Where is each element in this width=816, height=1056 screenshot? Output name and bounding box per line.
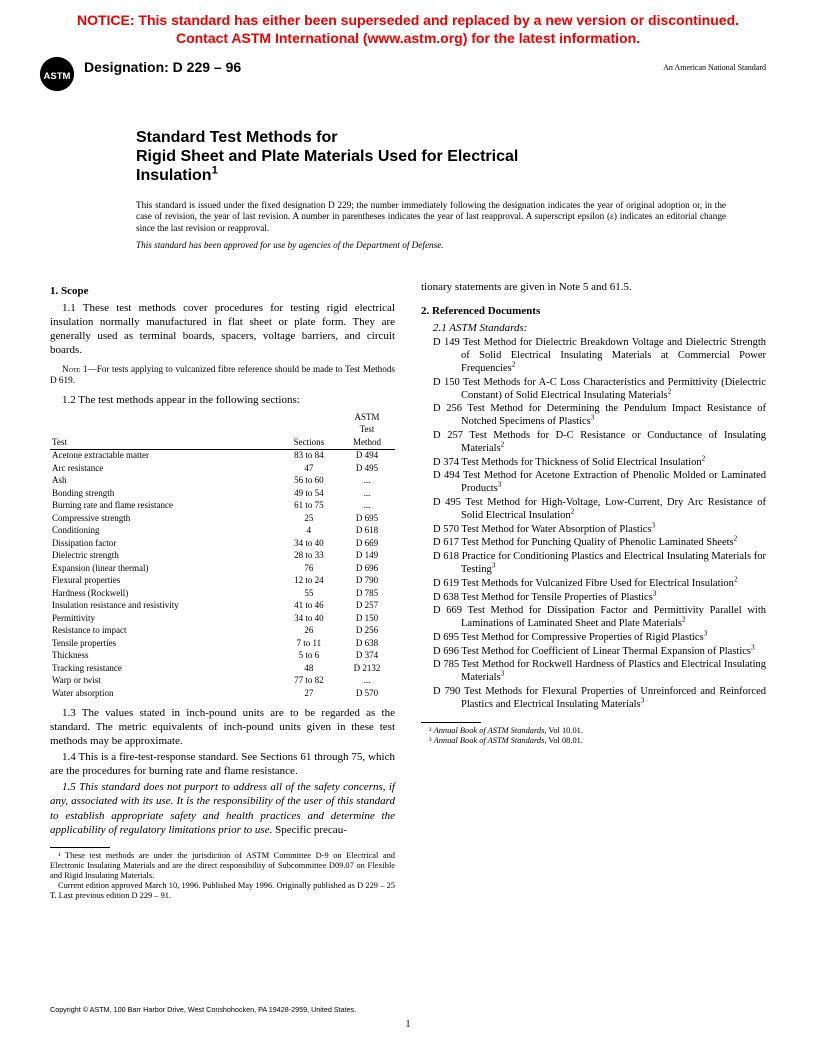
th-test: Test <box>50 411 279 449</box>
scope-1-5: 1.5 This standard does not purport to ad… <box>50 780 395 836</box>
ref-item: D 618 Practice for Conditioning Plastics… <box>421 551 766 577</box>
fn3-ital: Annual Book of ASTM Standards <box>434 736 545 745</box>
ref-item: D 619 Test Methods for Vulcanized Fibre … <box>421 578 766 591</box>
th-m3: Method <box>339 436 395 449</box>
table-row: Insulation resistance and resistivity41 … <box>50 600 395 613</box>
title-block: Standard Test Methods for Rigid Sheet an… <box>136 129 726 250</box>
table-row: Compressive strength25D 695 <box>50 512 395 525</box>
table-row: Conditioning4D 618 <box>50 525 395 538</box>
table-row: Burning rate and flame resistance61 to 7… <box>50 500 395 513</box>
footnote-1b: Current edition approved March 10, 1996.… <box>50 881 395 901</box>
ref-item: D 256 Test Method for Determining the Pe… <box>421 403 766 429</box>
ref-item: D 257 Test Methods for D-C Resistance or… <box>421 430 766 456</box>
title-line1: Standard Test Methods for <box>136 129 338 146</box>
table-row: Dissipation factor34 to 40D 669 <box>50 537 395 550</box>
scope-heading: 1. Scope <box>50 284 395 298</box>
table-row: Bonding strength49 to 54... <box>50 487 395 500</box>
ref-item: D 638 Test Method for Tensile Properties… <box>421 592 766 605</box>
issue-note: This standard is issued under the fixed … <box>136 200 726 235</box>
table-row: Hardness (Rockwell)55D 785 <box>50 587 395 600</box>
dod-note: This standard has been approved for use … <box>136 240 726 250</box>
footnote-2: ² Annual Book of ASTM Standards, Vol 10.… <box>421 726 766 736</box>
footnote-rule-right <box>421 722 481 723</box>
right-column: tionary statements are given in Note 5 a… <box>421 278 766 901</box>
notice-banner: NOTICE: This standard has either been su… <box>0 0 816 53</box>
ref-item: D 617 Test Method for Punching Quality o… <box>421 537 766 550</box>
refs-list: D 149 Test Method for Dielectric Breakdo… <box>421 337 766 711</box>
title-sup: 1 <box>212 164 218 176</box>
title-line3: Insulation <box>136 167 212 184</box>
scope-1-1: 1.1 These test methods cover procedures … <box>50 301 395 357</box>
scope-1-5-tail: Specific precau- <box>272 824 347 836</box>
table-row: Water absorption27D 570 <box>50 687 395 700</box>
table-row: Thickness5 to 6D 374 <box>50 650 395 663</box>
astm-logo-icon: ASTM <box>38 55 76 93</box>
footnote-rule-left <box>50 847 110 848</box>
copyright: Copyright © ASTM, 100 Barr Harbor Drive,… <box>50 1005 356 1014</box>
scope-1-3: 1.3 The values stated in inch-pound unit… <box>50 706 395 748</box>
th-m1: ASTM <box>339 411 395 424</box>
note1-text: —For tests applying to vulcanized fibre … <box>50 364 395 386</box>
footnote-1: ¹ These test methods are under the juris… <box>50 851 395 881</box>
scope-1-4: 1.4 This is a fire-test-response standar… <box>50 750 395 778</box>
ref-item: D 374 Test Methods for Thickness of Soli… <box>421 457 766 470</box>
table-row: Ash56 to 60... <box>50 475 395 488</box>
table-row: Permittivity34 to 40D 150 <box>50 612 395 625</box>
note1-label: Note 1 <box>62 364 88 374</box>
ref-item: D 570 Test Method for Water Absorption o… <box>421 524 766 537</box>
header: ASTM Designation: D 229 – 96 An American… <box>0 53 816 93</box>
test-methods-table: Test Sections ASTM Test Method Acetone e… <box>50 411 395 700</box>
table-row: Arc resistance47D 495 <box>50 462 395 475</box>
th-sections: Sections <box>279 411 339 449</box>
ref-item: D 695 Test Method for Compressive Proper… <box>421 632 766 645</box>
table-row: Dielectric strength28 to 33D 149 <box>50 550 395 563</box>
table-row: Acetone extractable matter83 to 84D 494 <box>50 449 395 462</box>
ans-label: An American National Standard <box>663 55 766 72</box>
fn2-ital: Annual Book of ASTM Standards <box>434 726 545 735</box>
document-title: Standard Test Methods for Rigid Sheet an… <box>136 129 726 186</box>
scope-1-2: 1.2 The test methods appear in the follo… <box>50 393 395 407</box>
fn2-post: , Vol 10.01. <box>544 726 583 735</box>
designation-label: Designation: D 229 – 96 <box>84 55 663 75</box>
ref-item: D 494 Test Method for Acetone Extraction… <box>421 470 766 496</box>
table-row: Warp or twist77 to 82... <box>50 675 395 688</box>
table-row: Tensile properties7 to 11D 638 <box>50 637 395 650</box>
ref-item: D 785 Test Method for Rockwell Hardness … <box>421 659 766 685</box>
table-row: Resistance to impact26D 256 <box>50 625 395 638</box>
note-1: Note 1—For tests applying to vulcanized … <box>50 364 395 388</box>
left-column: 1. Scope 1.1 These test methods cover pr… <box>50 278 395 901</box>
table-row: Flexural properties12 to 24D 790 <box>50 575 395 588</box>
notice-line2: Contact ASTM International (www.astm.org… <box>176 30 640 46</box>
body-columns: 1. Scope 1.1 These test methods cover pr… <box>0 260 816 901</box>
refs-heading: 2. Referenced Documents <box>421 304 766 318</box>
fn3-post: , Vol 08.01. <box>544 736 583 745</box>
title-line2: Rigid Sheet and Plate Materials Used for… <box>136 148 518 165</box>
refs-sub: 2.1 ASTM Standards: <box>421 321 766 335</box>
ref-item: D 150 Test Methods for A-C Loss Characte… <box>421 377 766 403</box>
ref-item: D 669 Test Method for Dissipation Factor… <box>421 605 766 631</box>
ref-item: D 495 Test Method for High-Voltage, Low-… <box>421 497 766 523</box>
page-number: 1 <box>0 1019 816 1030</box>
notice-line1: NOTICE: This standard has either been su… <box>77 12 739 28</box>
table-row: Tracking resistance48D 2132 <box>50 662 395 675</box>
svg-text:ASTM: ASTM <box>44 71 71 82</box>
table-row: Expansion (linear thermal)76D 696 <box>50 562 395 575</box>
ref-item: D 696 Test Method for Coefficient of Lin… <box>421 646 766 659</box>
ref-item: D 149 Test Method for Dielectric Breakdo… <box>421 337 766 375</box>
scope-1-5-cont: tionary statements are given in Note 5 a… <box>421 280 766 294</box>
footnote-3: ³ Annual Book of ASTM Standards, Vol 08.… <box>421 736 766 746</box>
ref-item: D 790 Test Methods for Flexural Properti… <box>421 686 766 712</box>
th-m2: Test <box>339 424 395 437</box>
